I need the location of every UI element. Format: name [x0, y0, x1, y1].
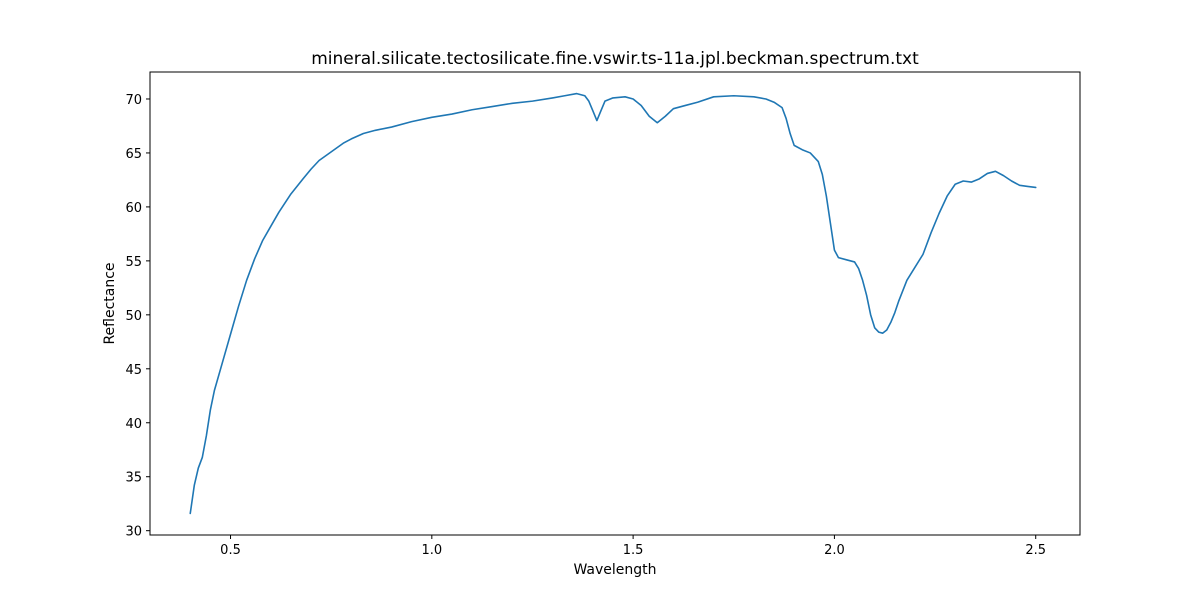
y-tick-label: 65 — [125, 147, 142, 162]
x-axis-label: Wavelength — [573, 562, 656, 578]
plot-frame — [149, 71, 1081, 536]
y-tick-label: 70 — [125, 93, 142, 108]
chart-title: mineral.silicate.tectosilicate.fine.vswi… — [311, 49, 919, 69]
y-tick-label: 30 — [125, 525, 142, 540]
y-axis: 30 35 40 45 50 55 60 65 70 — [125, 93, 150, 540]
x-tick-label: 1.0 — [421, 543, 442, 558]
series-line-spectrum — [189, 92, 1037, 515]
plot-area — [189, 92, 1037, 515]
x-tick-label: 2.0 — [824, 543, 845, 558]
x-tick-label: 0.5 — [220, 543, 241, 558]
x-tick-label: 2.5 — [1025, 543, 1046, 558]
y-tick-label: 40 — [125, 417, 142, 432]
y-tick-label: 55 — [125, 255, 142, 270]
y-tick-label: 35 — [125, 471, 142, 486]
x-axis: 0.5 1.0 1.5 2.0 2.5 — [220, 535, 1046, 558]
y-tick-label: 60 — [125, 201, 142, 216]
y-tick-label: 50 — [125, 309, 142, 324]
y-tick-label: 45 — [125, 363, 142, 378]
x-tick-label: 1.5 — [623, 543, 644, 558]
y-axis-label: Reflectance — [102, 262, 118, 344]
